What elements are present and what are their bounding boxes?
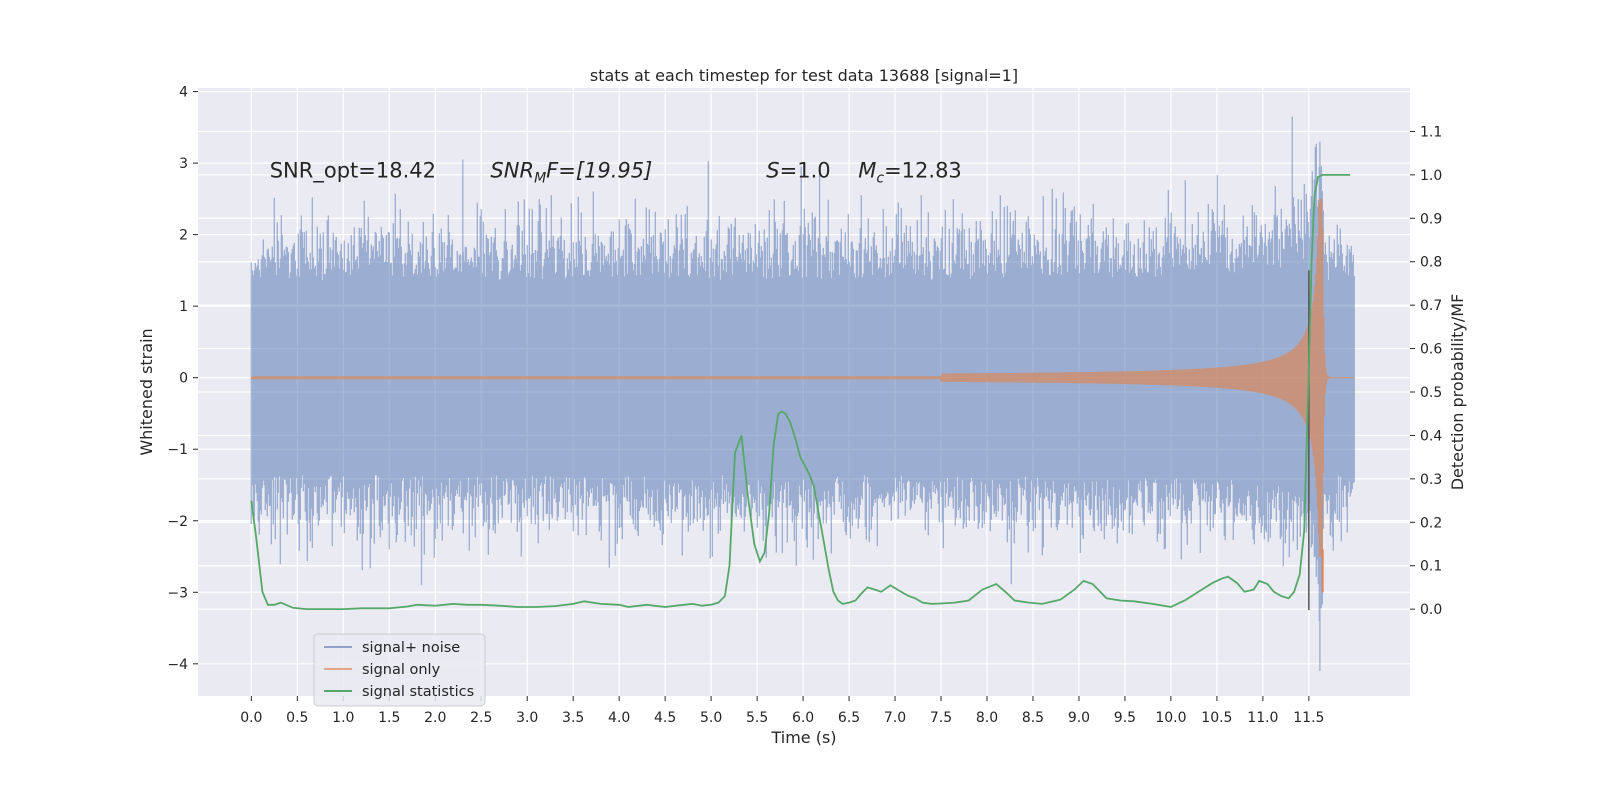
x-tick-label: 11.0: [1247, 710, 1278, 726]
annotation-s-main: S: [766, 158, 779, 182]
x-tick-label: 1.0: [332, 710, 354, 726]
x-tick-label: 8.0: [976, 710, 998, 726]
legend: signal+ noise signal only signal statist…: [313, 633, 486, 707]
y-axis-right-label: Detection probability/MF: [1448, 294, 1467, 491]
y-right-tick-label: 0.0: [1420, 602, 1442, 618]
annotation-mc-main: M: [858, 158, 876, 182]
y-axis-right-ticks: 1.1 1.0 0.9 0.8 0.7 0.6 0.5 0.4 0.3 0.2 0.1 0.0: [1410, 124, 1442, 618]
y-right-tick-label: 0.5: [1420, 385, 1442, 401]
series-signal-statistics: [250, 174, 1351, 610]
x-tick-label: 6.0: [792, 710, 814, 726]
x-tick-label: 10.0: [1155, 710, 1186, 726]
y-left-tick-label: 1: [179, 299, 188, 315]
y-right-tick-label: 0.8: [1420, 255, 1442, 271]
x-tick-label: 5.5: [746, 710, 768, 726]
legend-label-signal-statistics: signal statistics: [362, 684, 474, 700]
x-tick-label: 0.5: [286, 710, 308, 726]
x-tick-label: 0.0: [240, 710, 262, 726]
annotation-snr-mf-sub: M: [534, 170, 546, 186]
series-signal-only: [250, 198, 1355, 593]
x-tick-label: 8.5: [1022, 710, 1044, 726]
y-left-tick-label: 0: [179, 371, 188, 387]
y-right-tick-label: 0.6: [1420, 342, 1442, 358]
x-tick-label: 11.5: [1293, 710, 1324, 726]
y-left-tick-label: −1: [167, 442, 188, 458]
y-left-tick-label: 3: [179, 156, 188, 172]
x-tick-label: 9.0: [1068, 710, 1090, 726]
y-right-tick-label: 1.0: [1420, 168, 1442, 184]
annotation-s: S=1.0: [766, 158, 830, 182]
y-right-tick-label: 0.3: [1420, 472, 1442, 488]
x-tick-label: 7.5: [930, 710, 952, 726]
x-tick-label: 3.0: [516, 710, 538, 726]
annotation-mc: Mc=12.83: [858, 158, 962, 186]
signal-trace: [250, 198, 1355, 557]
chart-title: stats at each timestep for test data 136…: [590, 66, 1018, 85]
y-right-tick-label: 0.2: [1420, 515, 1442, 531]
x-tick-label: 10.5: [1201, 710, 1232, 726]
x-tick-label: 9.5: [1114, 710, 1136, 726]
y-axis-left-ticks: 4 3 2 1 0 −1 −2 −3 −4: [167, 85, 198, 673]
x-axis-ticks: 0.0 0.5 1.0 1.5 2.0 2.5 3.0 3.5 4.0 4.5 5.0 5.5 6.0 6…: [240, 696, 1324, 726]
annotation-mc-sub: c: [876, 170, 884, 186]
annotation-mc-rest: =12.83: [884, 158, 962, 182]
x-axis-label: Time (s): [770, 728, 836, 747]
annotation-snr-opt: SNR_opt=18.42: [270, 158, 436, 183]
annotation-snr-mf: SNRMF=[19.95]: [490, 158, 652, 186]
y-left-tick-label: −2: [167, 514, 188, 530]
x-tick-label: 2.5: [470, 710, 492, 726]
annotation-snr-mf-rest: F=[19.95]: [546, 158, 652, 182]
x-tick-label: 4.5: [654, 710, 676, 726]
y-left-tick-label: 4: [179, 85, 188, 101]
y-left-tick-label: −4: [167, 657, 188, 673]
legend-label-signal-plus-noise: signal+ noise: [362, 640, 460, 656]
x-tick-label: 5.0: [700, 710, 722, 726]
x-tick-label: 2.0: [424, 710, 446, 726]
x-tick-label: 4.0: [608, 710, 630, 726]
x-tick-label: 3.5: [562, 710, 584, 726]
annotation-snr-mf-main: SNR: [490, 158, 534, 182]
legend-box: [313, 633, 486, 707]
y-right-tick-label: 0.9: [1420, 211, 1442, 227]
y-left-tick-label: −3: [167, 585, 188, 601]
y-right-tick-label: 1.1: [1420, 124, 1442, 140]
annotation-s-rest: =1.0: [780, 158, 831, 182]
legend-label-signal-only: signal only: [362, 662, 441, 678]
y-axis-left-label: Whitened strain: [137, 328, 156, 455]
y-right-tick-label: 0.1: [1420, 559, 1442, 575]
x-tick-label: 1.5: [378, 710, 400, 726]
x-tick-label: 7.0: [884, 710, 906, 726]
y-right-tick-label: 0.4: [1420, 428, 1442, 444]
x-tick-label: 6.5: [838, 710, 860, 726]
y-left-tick-label: 2: [179, 228, 188, 244]
y-right-tick-label: 0.7: [1420, 298, 1442, 314]
